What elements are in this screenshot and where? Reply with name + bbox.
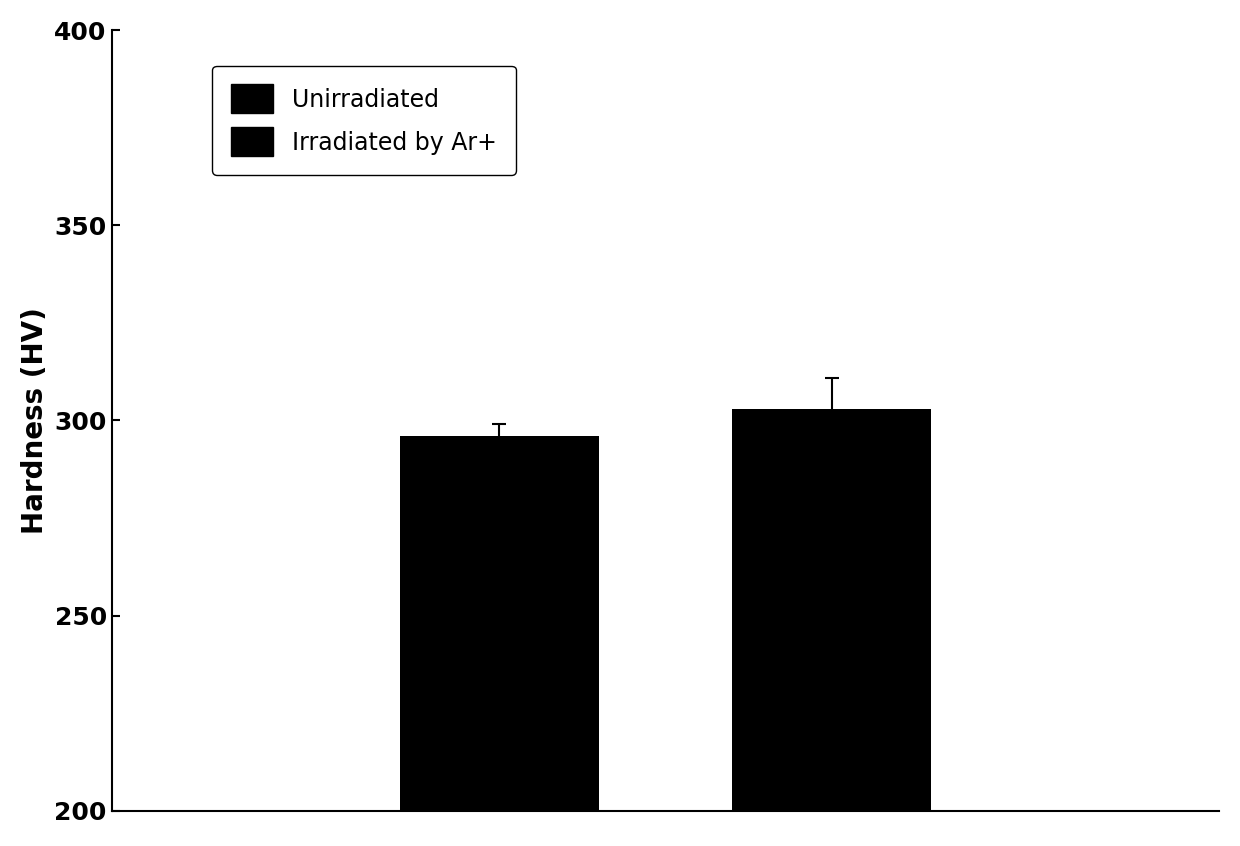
Bar: [732, 409, 931, 810]
Y-axis label: Hardness (HV): Hardness (HV): [21, 307, 48, 534]
Bar: [399, 436, 599, 810]
Legend: Unirradiated, Irradiated by Ar+: Unirradiated, Irradiated by Ar+: [212, 65, 516, 175]
